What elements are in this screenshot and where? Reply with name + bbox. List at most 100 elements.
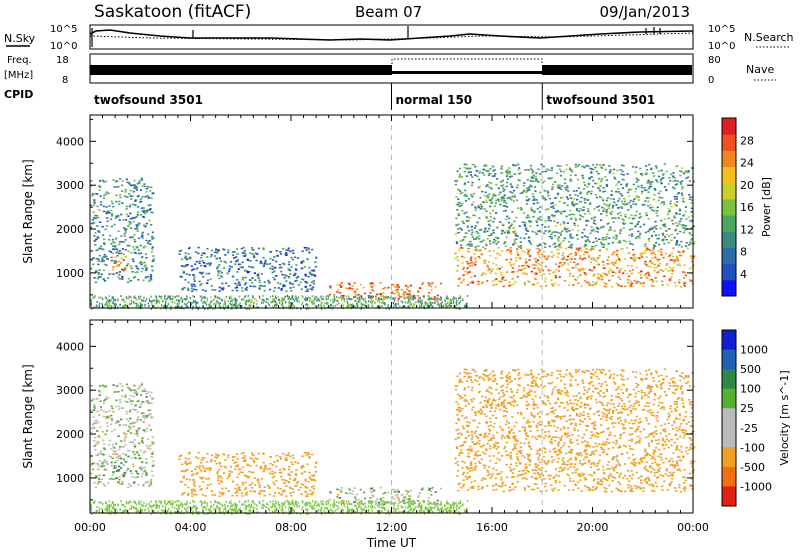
power-cell — [361, 303, 363, 306]
power-cell — [638, 257, 641, 260]
power-cell — [118, 219, 121, 221]
power-cell — [673, 176, 676, 179]
power-cell — [467, 170, 470, 173]
power-cell — [605, 209, 609, 211]
velocity-cell — [469, 487, 472, 489]
power-cell — [605, 199, 608, 202]
power-cell — [671, 259, 674, 261]
power-cell — [631, 258, 635, 260]
power-cell — [322, 295, 324, 298]
velocity-cell — [124, 444, 127, 446]
power-cell — [477, 186, 480, 189]
power-cell — [138, 297, 141, 300]
power-cell — [589, 203, 592, 205]
velocity-cell — [193, 481, 196, 483]
power-cell — [583, 257, 587, 260]
power-cell — [246, 270, 249, 273]
power-cell — [660, 253, 663, 256]
power-cell — [554, 204, 557, 206]
velocity-cell — [351, 493, 354, 495]
power-cell — [583, 268, 586, 271]
power-cell — [272, 295, 274, 298]
power-cell — [180, 276, 184, 278]
nave-trace — [391, 58, 543, 64]
velocity-cell — [538, 461, 542, 464]
power-cell — [568, 253, 571, 256]
power-cell — [663, 186, 666, 188]
power-cell — [487, 234, 490, 237]
power-cell — [613, 230, 616, 232]
power-cell — [151, 269, 154, 272]
power-cell — [612, 198, 615, 200]
power-cell — [517, 163, 520, 166]
power-cell — [506, 197, 509, 199]
velocity-cell — [254, 484, 257, 486]
power-cell — [347, 303, 350, 306]
power-cell — [134, 204, 137, 207]
velocity-cell — [104, 433, 107, 436]
power-cell — [512, 231, 515, 233]
power-cell — [632, 256, 635, 258]
velocity-cell — [201, 464, 204, 467]
power-cell — [216, 296, 219, 299]
power-cell — [475, 230, 478, 233]
velocity-cell — [117, 469, 120, 471]
power-cell — [129, 195, 132, 198]
power-cell — [672, 223, 675, 225]
power-cell — [381, 297, 383, 300]
power-cell — [561, 258, 564, 260]
nsky-tick-top: 10^5 — [50, 24, 77, 35]
power-cell — [303, 266, 306, 268]
velocity-cell — [477, 485, 480, 488]
power-cell — [668, 266, 672, 269]
power-cell — [559, 165, 562, 167]
power-cell — [622, 219, 625, 222]
velocity-cell — [241, 457, 244, 459]
velocity-cell — [140, 405, 143, 408]
power-cell — [171, 298, 174, 301]
velocity-cell — [593, 471, 596, 473]
velocity-cell — [121, 407, 124, 409]
power-cell — [635, 224, 638, 227]
power-cell — [522, 184, 525, 187]
power-cell — [346, 304, 349, 307]
power-cell — [599, 275, 602, 277]
power-cell — [128, 193, 131, 195]
power-cell — [629, 222, 632, 224]
velocity-cell — [103, 443, 106, 446]
power-cell — [650, 227, 654, 229]
power-cell — [132, 260, 135, 263]
power-cell — [676, 257, 679, 260]
power-cell — [457, 198, 460, 200]
velocity-cell — [626, 477, 629, 480]
power-cell — [234, 301, 236, 304]
power-cell — [194, 251, 198, 254]
power-cell — [616, 182, 619, 185]
power-cell — [290, 256, 293, 259]
power-cell — [236, 271, 239, 273]
velocity-cell — [125, 413, 128, 415]
power-cell — [474, 206, 477, 208]
velocity-cell — [283, 468, 286, 471]
power-cell — [465, 211, 468, 214]
velocity-cell — [133, 439, 136, 441]
power-cell — [135, 224, 138, 226]
power-cell — [463, 166, 466, 169]
power-cell — [122, 304, 125, 307]
power-cell — [206, 279, 210, 282]
power-cell — [259, 296, 261, 299]
velocity-cell — [117, 481, 120, 483]
velocity-cell — [271, 476, 274, 479]
power-cell — [250, 301, 252, 304]
velocity-cell — [92, 422, 96, 424]
velocity-cell — [524, 463, 527, 466]
power-cell — [251, 281, 254, 284]
power-cell — [336, 303, 338, 306]
velocity-cell — [332, 499, 336, 501]
power-cell — [210, 300, 213, 303]
velocity-cell — [354, 497, 357, 499]
power-cell — [120, 190, 124, 193]
velocity-cell — [454, 457, 457, 460]
velocity-cell — [431, 487, 434, 490]
power-cell — [145, 276, 148, 278]
